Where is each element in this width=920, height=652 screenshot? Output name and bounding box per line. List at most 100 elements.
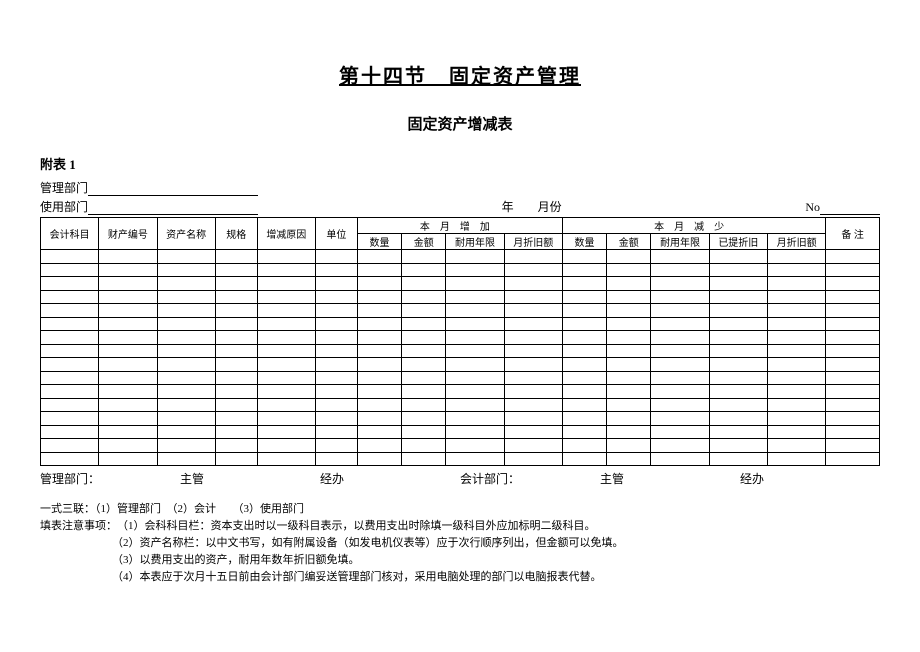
table-cell[interactable] [826,452,880,466]
table-cell[interactable] [402,358,446,372]
table-cell[interactable] [446,452,504,466]
table-cell[interactable] [257,331,315,345]
table-cell[interactable] [402,371,446,385]
table-cell[interactable] [257,452,315,466]
table-cell[interactable] [357,277,401,291]
table-cell[interactable] [767,398,825,412]
table-cell[interactable] [562,250,606,264]
table-cell[interactable] [446,317,504,331]
table-cell[interactable] [215,425,257,439]
table-cell[interactable] [215,452,257,466]
table-cell[interactable] [607,344,651,358]
table-cell[interactable] [257,277,315,291]
table-cell[interactable] [257,371,315,385]
table-cell[interactable] [651,371,709,385]
table-cell[interactable] [99,371,157,385]
table-cell[interactable] [446,344,504,358]
table-cell[interactable] [315,385,357,399]
table-cell[interactable] [826,385,880,399]
table-cell[interactable] [402,385,446,399]
table-cell[interactable] [99,263,157,277]
table-cell[interactable] [826,371,880,385]
table-cell[interactable] [651,452,709,466]
table-cell[interactable] [504,277,562,291]
table-cell[interactable] [607,412,651,426]
table-cell[interactable] [402,452,446,466]
table-cell[interactable] [651,304,709,318]
table-cell[interactable] [257,412,315,426]
table-cell[interactable] [357,452,401,466]
table-cell[interactable] [215,250,257,264]
table-cell[interactable] [99,344,157,358]
table-cell[interactable] [41,358,99,372]
table-cell[interactable] [607,331,651,345]
table-cell[interactable] [767,331,825,345]
table-cell[interactable] [402,439,446,453]
table-cell[interactable] [562,412,606,426]
table-cell[interactable] [607,439,651,453]
table-cell[interactable] [41,371,99,385]
table-cell[interactable] [357,290,401,304]
table-cell[interactable] [562,439,606,453]
table-cell[interactable] [315,250,357,264]
table-cell[interactable] [402,344,446,358]
table-cell[interactable] [709,425,767,439]
table-cell[interactable] [357,425,401,439]
table-cell[interactable] [562,358,606,372]
table-cell[interactable] [215,317,257,331]
table-cell[interactable] [315,290,357,304]
table-cell[interactable] [446,385,504,399]
table-cell[interactable] [709,371,767,385]
table-cell[interactable] [215,304,257,318]
table-cell[interactable] [651,250,709,264]
table-cell[interactable] [357,371,401,385]
table-cell[interactable] [651,358,709,372]
table-cell[interactable] [826,358,880,372]
table-cell[interactable] [767,304,825,318]
table-cell[interactable] [157,317,215,331]
table-cell[interactable] [767,263,825,277]
table-cell[interactable] [504,331,562,345]
table-cell[interactable] [41,398,99,412]
table-cell[interactable] [446,358,504,372]
table-cell[interactable] [709,290,767,304]
table-cell[interactable] [257,398,315,412]
table-cell[interactable] [767,317,825,331]
table-cell[interactable] [41,439,99,453]
table-cell[interactable] [709,263,767,277]
table-cell[interactable] [215,277,257,291]
table-cell[interactable] [709,304,767,318]
table-cell[interactable] [651,425,709,439]
table-cell[interactable] [257,425,315,439]
table-cell[interactable] [562,452,606,466]
table-cell[interactable] [315,331,357,345]
table-cell[interactable] [562,331,606,345]
table-cell[interactable] [826,290,880,304]
table-cell[interactable] [504,452,562,466]
table-cell[interactable] [607,290,651,304]
table-cell[interactable] [99,412,157,426]
table-cell[interactable] [767,277,825,291]
table-cell[interactable] [99,452,157,466]
table-cell[interactable] [41,250,99,264]
table-cell[interactable] [446,290,504,304]
table-cell[interactable] [651,290,709,304]
table-cell[interactable] [357,385,401,399]
table-cell[interactable] [651,331,709,345]
table-cell[interactable] [562,317,606,331]
table-cell[interactable] [504,263,562,277]
table-cell[interactable] [402,290,446,304]
table-cell[interactable] [651,439,709,453]
table-cell[interactable] [315,412,357,426]
table-cell[interactable] [357,317,401,331]
table-cell[interactable] [41,263,99,277]
table-cell[interactable] [826,439,880,453]
table-cell[interactable] [767,290,825,304]
table-cell[interactable] [826,277,880,291]
table-cell[interactable] [315,317,357,331]
table-cell[interactable] [446,331,504,345]
table-cell[interactable] [357,250,401,264]
table-cell[interactable] [709,412,767,426]
table-cell[interactable] [41,412,99,426]
table-cell[interactable] [215,398,257,412]
